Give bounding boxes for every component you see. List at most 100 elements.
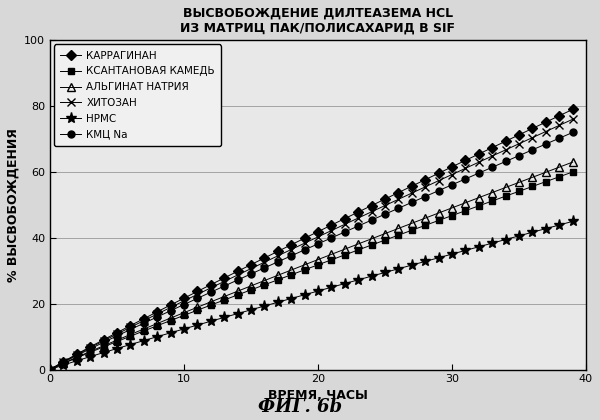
- КАРРАГИНАН: [167, 302, 174, 307]
- КМЦ Na: [502, 159, 509, 164]
- АЛЬГИНАТ НАТРИЯ: [287, 268, 295, 273]
- АЛЬГИНАТ НАТРИЯ: [502, 185, 509, 190]
- ХИТОЗАН: [261, 260, 268, 265]
- АЛЬГИНАТ НАТРИЯ: [46, 367, 53, 372]
- КСАНТАНОВАЯ КАМЕДЬ: [86, 350, 94, 355]
- ХИТОЗАН: [140, 318, 148, 323]
- НРМС: [100, 350, 107, 355]
- КСАНТАНОВАЯ КАМЕДЬ: [475, 203, 482, 208]
- ХИТОЗАН: [287, 247, 295, 252]
- НРМС: [86, 354, 94, 359]
- НРМС: [435, 255, 442, 260]
- НРМС: [368, 274, 375, 279]
- КАРРАГИНАН: [287, 242, 295, 247]
- АЛЬГИНАТ НАТРИЯ: [167, 315, 174, 320]
- НРМС: [475, 244, 482, 249]
- НРМС: [408, 262, 415, 268]
- НРМС: [287, 296, 295, 301]
- КАРРАГИНАН: [355, 210, 362, 215]
- АЛЬГИНАТ НАТРИЯ: [448, 205, 455, 210]
- КАРРАГИНАН: [46, 367, 53, 372]
- Line: КАРРАГИНАН: КАРРАГИНАН: [47, 106, 576, 373]
- АЛЬГИНАТ НАТРИЯ: [234, 289, 241, 294]
- КАРРАГИНАН: [368, 203, 375, 208]
- КСАНТАНОВАЯ КАМЕДЬ: [60, 361, 67, 366]
- КАРРАГИНАН: [301, 236, 308, 241]
- АЛЬГИНАТ НАТРИЯ: [60, 361, 67, 366]
- НРМС: [167, 330, 174, 335]
- КСАНТАНОВАЯ КАМЕДЬ: [194, 308, 201, 313]
- КМЦ Na: [422, 194, 429, 199]
- КМЦ Na: [542, 142, 550, 147]
- АЛЬГИНАТ НАТРИЯ: [247, 284, 254, 289]
- ХИТОЗАН: [207, 286, 214, 291]
- КСАНТАНОВАЯ КАМЕДЬ: [46, 367, 53, 372]
- НРМС: [422, 259, 429, 264]
- КСАНТАНОВАЯ КАМЕДЬ: [314, 262, 322, 268]
- АЛЬГИНАТ НАТРИЯ: [113, 338, 121, 343]
- ХИТОЗАН: [556, 123, 563, 128]
- КСАНТАНОВАЯ КАМЕДЬ: [207, 302, 214, 307]
- КСАНТАНОВАЯ КАМЕДЬ: [100, 344, 107, 349]
- КАРРАГИНАН: [569, 107, 576, 112]
- КСАНТАНОВАЯ КАМЕДЬ: [502, 194, 509, 199]
- КМЦ Na: [355, 223, 362, 228]
- КСАНТАНОВАЯ КАМЕДЬ: [167, 318, 174, 323]
- ХИТОЗАН: [301, 241, 308, 246]
- КАРРАГИНАН: [181, 296, 188, 301]
- КСАНТАНОВАЯ КАМЕДЬ: [382, 238, 389, 243]
- КСАНТАНОВАЯ КАМЕДЬ: [328, 257, 335, 262]
- КМЦ Na: [435, 188, 442, 193]
- ХИТОЗАН: [515, 141, 523, 146]
- НРМС: [234, 311, 241, 316]
- КСАНТАНОВАЯ КАМЕДЬ: [462, 208, 469, 213]
- КСАНТАНОВАЯ КАМЕДЬ: [154, 323, 161, 328]
- КАРРАГИНАН: [341, 216, 349, 221]
- КМЦ Na: [167, 308, 174, 313]
- КАРРАГИНАН: [448, 164, 455, 169]
- НРМС: [194, 323, 201, 328]
- КАРРАГИНАН: [408, 184, 415, 189]
- АЛЬГИНАТ НАТРИЯ: [488, 190, 496, 195]
- ХИТОЗАН: [382, 203, 389, 208]
- КСАНТАНОВАЯ КАМЕДЬ: [529, 184, 536, 189]
- КМЦ Na: [301, 247, 308, 252]
- КСАНТАНОВАЯ КАМЕДЬ: [301, 267, 308, 272]
- АЛЬГИНАТ НАТРИЯ: [194, 305, 201, 310]
- АЛЬГИНАТ НАТРИЯ: [408, 221, 415, 226]
- КАРРАГИНАН: [60, 359, 67, 364]
- КМЦ Na: [368, 218, 375, 223]
- КАРРАГИНАН: [515, 132, 523, 137]
- КАРРАГИНАН: [100, 337, 107, 342]
- Line: КСАНТАНОВАЯ КАМЕДЬ: КСАНТАНОВАЯ КАМЕДЬ: [47, 168, 576, 373]
- КМЦ Na: [408, 200, 415, 205]
- КСАНТАНОВАЯ КАМЕДЬ: [355, 247, 362, 252]
- КМЦ Na: [556, 136, 563, 141]
- КАРРАГИНАН: [247, 262, 254, 267]
- КАРРАГИНАН: [435, 171, 442, 176]
- ХИТОЗАН: [194, 292, 201, 297]
- НРМС: [515, 234, 523, 239]
- НРМС: [247, 307, 254, 312]
- НРМС: [113, 346, 121, 351]
- АЛЬГИНАТ НАТРИЯ: [140, 326, 148, 331]
- КАРРАГИНАН: [422, 177, 429, 182]
- НРМС: [261, 304, 268, 309]
- НРМС: [154, 334, 161, 339]
- ХИТОЗАН: [181, 298, 188, 303]
- КМЦ Na: [221, 284, 228, 289]
- КАРРАГИНАН: [274, 249, 281, 254]
- КСАНТАНОВАЯ КАМЕДЬ: [287, 272, 295, 277]
- КАРРАГИНАН: [140, 316, 148, 321]
- Y-axis label: % ВЫСВОБОЖДЕНИЯ: % ВЫСВОБОЖДЕНИЯ: [7, 128, 20, 282]
- АЛЬГИНАТ НАТРИЯ: [395, 226, 402, 231]
- КАРРАГИНАН: [154, 309, 161, 314]
- ХИТОЗАН: [462, 166, 469, 171]
- АЛЬГИНАТ НАТРИЯ: [181, 310, 188, 315]
- АЛЬГИНАТ НАТРИЯ: [569, 160, 576, 165]
- КМЦ Na: [569, 130, 576, 135]
- КСАНТАНОВАЯ КАМЕДЬ: [556, 174, 563, 179]
- КМЦ Na: [247, 271, 254, 276]
- ХИТОЗАН: [408, 191, 415, 196]
- АЛЬГИНАТ НАТРИЯ: [382, 231, 389, 236]
